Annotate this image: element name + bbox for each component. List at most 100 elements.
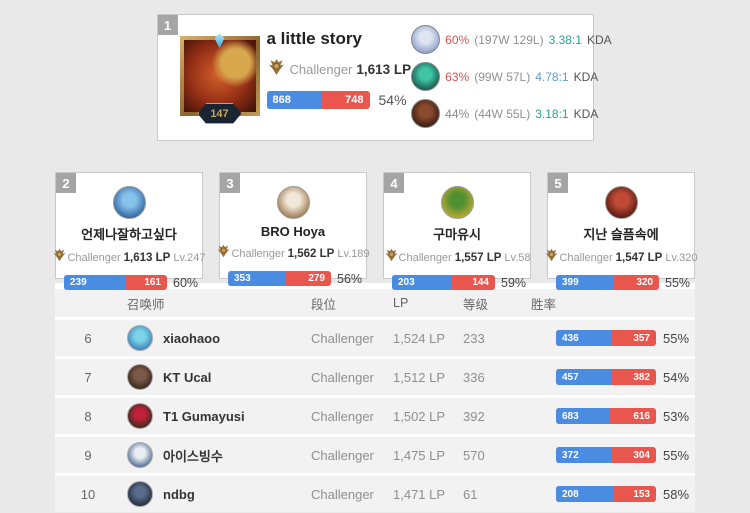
summoner-level-badge: 147 [197, 103, 242, 124]
header-summoner: 召唤师 [127, 297, 165, 312]
summoner-cell: xiaohaoo [121, 325, 297, 351]
winloss-row: 868 748 54% [266, 91, 412, 109]
tier-line: Challenger 1,562 LP Lv.189 [218, 244, 370, 263]
rank1-player-card[interactable]: 1 147 a little story Challenger 1,613 LP… [156, 14, 612, 141]
summoner-portrait [183, 40, 256, 112]
gem-icon [214, 33, 225, 48]
summoner-cell: KT Ucal [121, 364, 297, 390]
player-name[interactable]: ndbg [163, 486, 195, 502]
player-name[interactable]: xiaohaoo [163, 330, 221, 346]
kda-label: KDA [586, 32, 612, 47]
challenger-crest-icon [384, 248, 399, 267]
losses-segment: 304 [633, 449, 650, 461]
header-winrate: 胜率 [531, 297, 557, 312]
challenger-crest-icon [544, 248, 559, 267]
rank-number: 6 [84, 330, 92, 346]
summoner-avatar [127, 442, 153, 468]
level-value: Lv.247 [173, 251, 206, 264]
tier-cell: Challenger [311, 408, 374, 424]
champion-stat-line: 63% (99W 57L) 4.78:1 KDA [411, 61, 611, 92]
level-cell: 570 [463, 447, 485, 463]
winloss-bar: 868 748 [266, 91, 370, 109]
losses-segment: 153 [633, 488, 650, 500]
wins-segment: 868 [266, 91, 322, 109]
champion-icon-3 [411, 99, 441, 128]
winrate-cell: 372 304 55% [527, 447, 695, 463]
rank-number: 9 [84, 447, 92, 463]
player-name[interactable]: BRO Hoya [260, 224, 326, 239]
lp-cell: 1,524 LP [393, 330, 446, 346]
rank-badge: 1 [157, 15, 178, 35]
wins-segment: 208 [556, 486, 614, 502]
rank3-player-card[interactable]: 3 BRO Hoya Challenger 1,562 LP Lv.189 35… [218, 172, 370, 286]
table-row[interactable]: 8 T1 Gumayusi Challenger 1,502 LP 392 68… [55, 398, 695, 434]
tier-line: Challenger 1,557 LP Lv.58 [384, 248, 530, 267]
table-row[interactable]: 7 KT Ucal Challenger 1,512 LP 336 457 38… [55, 359, 695, 395]
player-name[interactable]: 지난 슬픔속에 [583, 227, 659, 242]
table-row[interactable]: 9 아이스빙수 Challenger 1,475 LP 570 372 304 … [55, 437, 695, 473]
wins-segment: 683 [556, 408, 609, 424]
lp-value: 1,613 LP [356, 62, 412, 77]
winloss-bar: 203 144 [392, 275, 495, 290]
rank2-player-card[interactable]: 2 언제나잘하고싶다 Challenger 1,613 LP Lv.247 23… [52, 172, 206, 290]
rank-badge: 4 [384, 173, 404, 193]
winrate-percent: 58% [663, 486, 690, 502]
player-name[interactable]: 아이스빙수 [163, 448, 223, 464]
player-name[interactable]: T1 Gumayusi [163, 408, 245, 424]
rank5-player-card[interactable]: 5 지난 슬픔속에 Challenger 1,547 LP Lv.320 399… [544, 172, 698, 290]
lp-value: 1,547 LP [615, 251, 663, 264]
challenger-crest-icon [216, 244, 231, 263]
champion-kda-ratio: 4.78:1 [535, 69, 569, 84]
winloss-bar: 239 161 [64, 275, 167, 290]
lp-value: 1,613 LP [123, 251, 171, 264]
rank2-5-cards: 2 언제나잘하고싶다 Challenger 1,613 LP Lv.247 23… [52, 172, 698, 290]
rank-number: 8 [84, 408, 92, 424]
champion-kda-ratio: 3.18:1 [535, 106, 569, 121]
challenger-crest-icon [52, 248, 67, 267]
player-name[interactable]: KT Ucal [163, 369, 212, 385]
winrate-percent: 56% [337, 271, 363, 286]
player-name[interactable]: a little story [266, 29, 362, 48]
rank-badge: 5 [548, 173, 568, 193]
winrate-cell: 457 382 54% [527, 369, 695, 385]
tier-cell: Challenger [311, 330, 374, 346]
lp-cell: 1,512 LP [393, 369, 446, 385]
losses-segment: 382 [633, 371, 650, 383]
wins-segment: 436 [556, 330, 611, 346]
table-header: 召唤师 段位 LP 等级 胜率 [55, 289, 695, 317]
winrate-percent: 59% [501, 275, 527, 290]
champion-record: (44W 55L) [474, 106, 531, 121]
winloss-bar: 208 153 [556, 486, 656, 502]
winloss-bar: 353 279 [228, 271, 331, 286]
table-row[interactable]: 10 ndbg Challenger 1,471 LP 61 208 153 5… [55, 476, 695, 512]
summoner-avatar [604, 186, 638, 219]
summoner-avatar [276, 186, 310, 219]
tier-cell: Challenger [311, 369, 374, 385]
champion-stat-line: 60% (197W 129L) 3.38:1 KDA [411, 24, 612, 55]
summoner-avatar-frame: 147 [179, 33, 260, 124]
losses-segment: 748 [345, 94, 364, 106]
lp-cell: 1,502 LP [393, 408, 446, 424]
summoner-avatar [112, 186, 146, 219]
rank-badge: 2 [56, 173, 76, 193]
kda-label: KDA [573, 106, 599, 121]
summoner-cell: 아이스빙수 [121, 442, 297, 468]
losses-segment: 357 [633, 332, 650, 344]
lp-value: 1,562 LP [287, 247, 335, 260]
losses-segment: 144 [472, 277, 489, 288]
winrate-cell: 436 357 55% [527, 330, 695, 346]
header-tier: 段位 [311, 297, 337, 312]
summoner-avatar [127, 481, 153, 507]
lp-cell: 1,471 LP [393, 486, 446, 502]
winloss-bar: 399 320 [556, 275, 659, 290]
champion-winrate: 44% [445, 106, 470, 121]
summoner-avatar [440, 186, 474, 219]
player-name[interactable]: 구마유시 [433, 227, 481, 242]
rank4-player-card[interactable]: 4 구마유시 Challenger 1,557 LP Lv.58 203 144… [383, 172, 531, 290]
player-name[interactable]: 언제나잘하고싶다 [81, 227, 177, 242]
challenger-crest-icon [267, 58, 286, 81]
level-value: Lv.320 [665, 251, 698, 264]
level-value: Lv.58 [504, 251, 531, 264]
summoner-avatar [127, 325, 153, 351]
table-row[interactable]: 6 xiaohaoo Challenger 1,524 LP 233 436 3… [55, 320, 695, 356]
